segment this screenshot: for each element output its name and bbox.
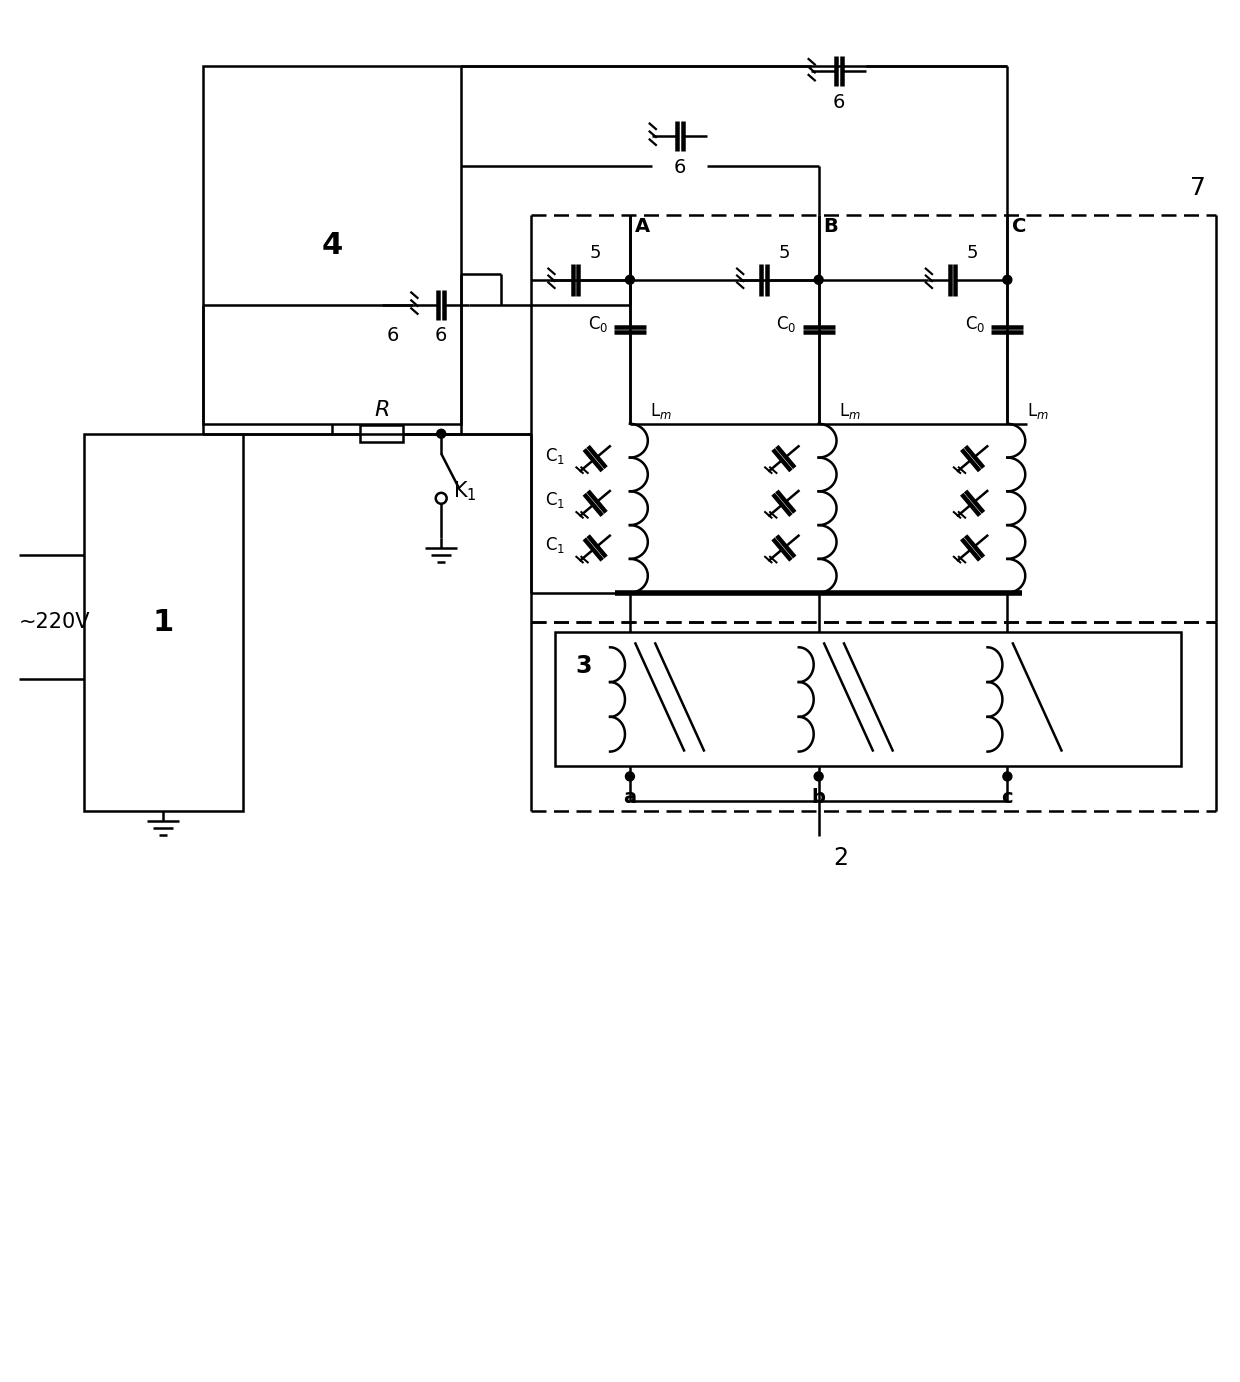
Text: 6: 6: [832, 93, 844, 112]
Text: C$_1$: C$_1$: [546, 535, 565, 556]
Circle shape: [625, 275, 635, 285]
Circle shape: [1003, 773, 1012, 781]
Text: ~220V: ~220V: [19, 612, 91, 633]
Bar: [83, 434, 243, 811]
Text: 2: 2: [833, 846, 848, 869]
Circle shape: [815, 275, 823, 285]
Text: 7: 7: [1190, 177, 1207, 200]
Text: B: B: [823, 217, 838, 236]
Text: c: c: [1002, 788, 1013, 807]
Text: C$_0$: C$_0$: [588, 315, 608, 334]
Text: A: A: [635, 217, 650, 236]
Text: 5: 5: [589, 243, 601, 263]
Circle shape: [436, 430, 445, 438]
Text: 5: 5: [967, 243, 978, 263]
Text: C$_1$: C$_1$: [546, 491, 565, 510]
Text: L$_m$: L$_m$: [1027, 401, 1049, 422]
Text: 5: 5: [779, 243, 790, 263]
Text: 6: 6: [673, 158, 686, 177]
Bar: [360, 426, 403, 442]
Text: $R$: $R$: [374, 399, 389, 420]
Text: C$_0$: C$_0$: [776, 315, 797, 334]
Text: L$_m$: L$_m$: [838, 401, 861, 422]
Text: 1: 1: [153, 608, 174, 637]
Text: L$_m$: L$_m$: [650, 401, 672, 422]
Circle shape: [1003, 275, 1012, 285]
Text: b: b: [812, 788, 826, 807]
Text: a: a: [624, 788, 636, 807]
Circle shape: [625, 773, 635, 781]
Text: 3: 3: [575, 654, 591, 679]
Text: C$_1$: C$_1$: [546, 445, 565, 466]
Text: 6: 6: [387, 326, 399, 346]
Text: C: C: [1012, 217, 1027, 236]
Circle shape: [815, 773, 823, 781]
Text: K$_1$: K$_1$: [453, 480, 477, 503]
Bar: [556, 633, 1182, 767]
Text: 4: 4: [321, 231, 342, 260]
Bar: [203, 66, 461, 424]
Text: 6: 6: [435, 326, 448, 346]
Text: C$_0$: C$_0$: [965, 315, 986, 334]
